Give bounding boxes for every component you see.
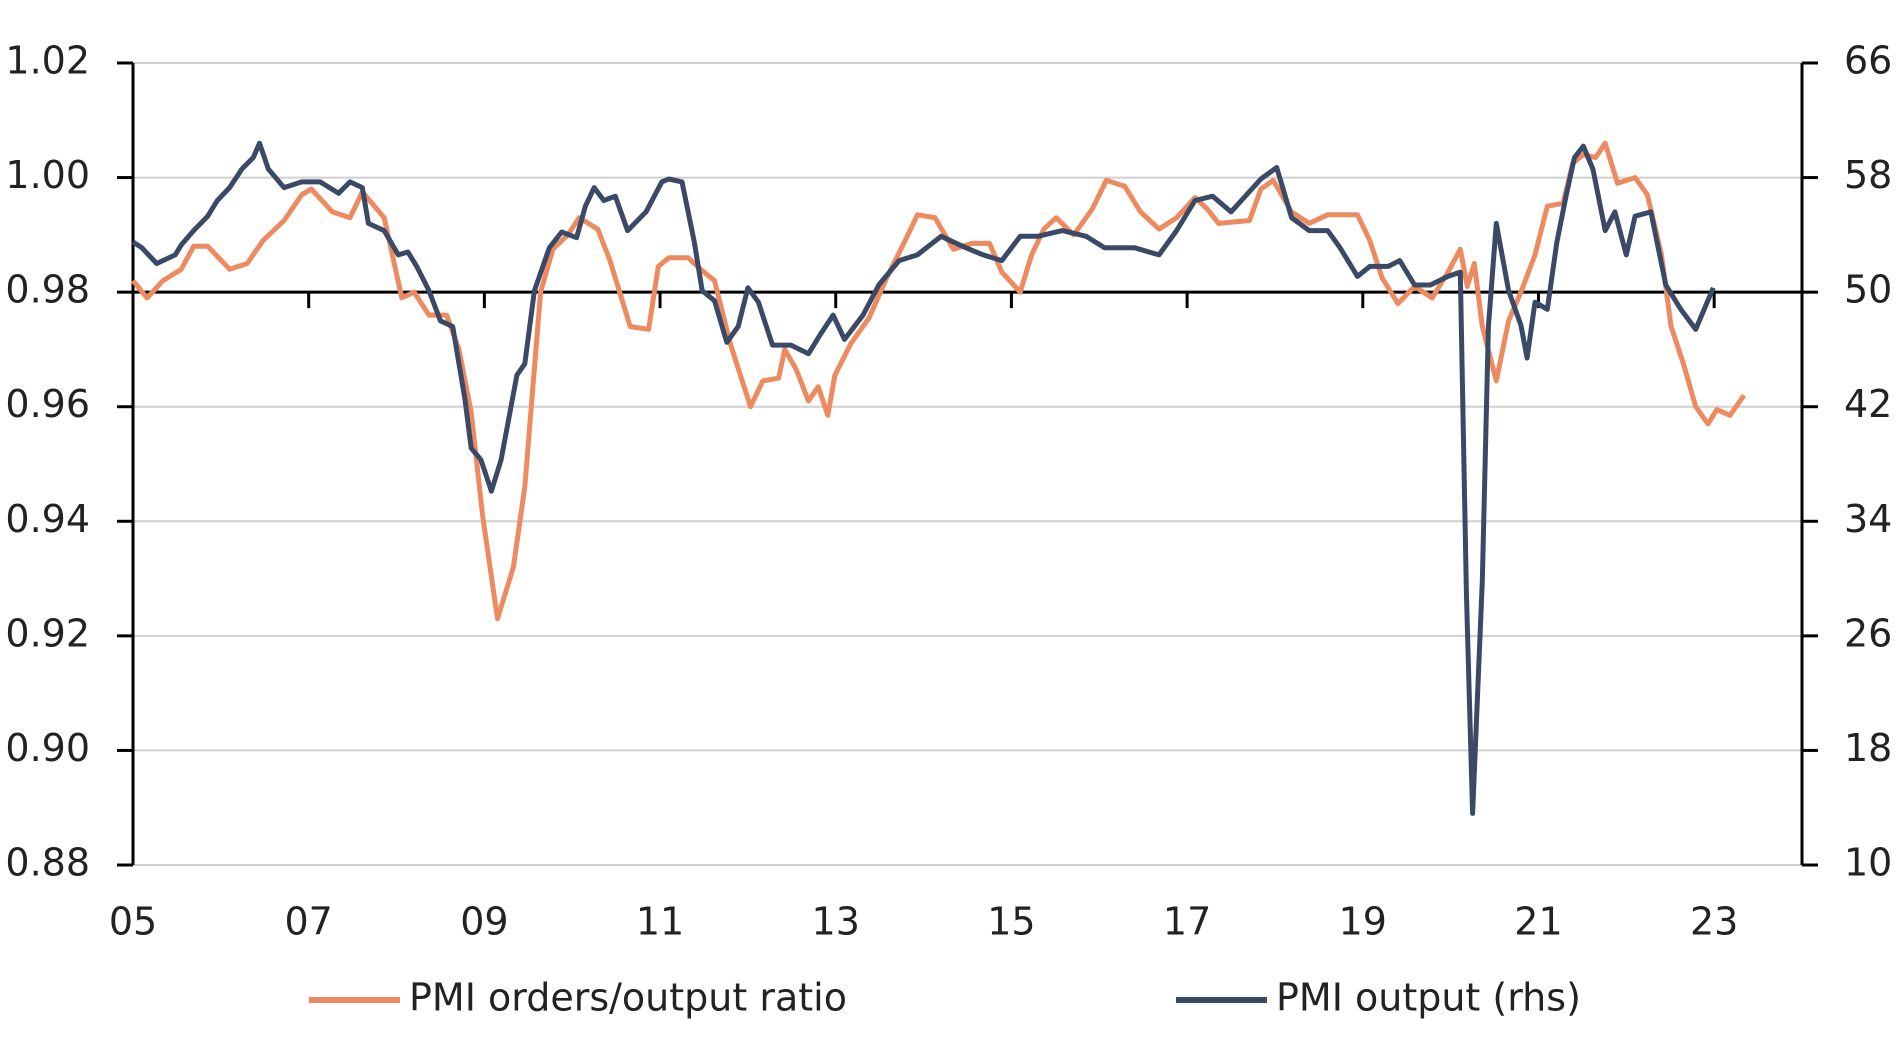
y-tick-label: 0.92: [5, 611, 90, 655]
y-tick-label: 0.94: [5, 497, 90, 541]
x-tick-label: 13: [812, 900, 860, 944]
y2-tick-label: 34: [1844, 497, 1892, 541]
x-tick-label: 15: [987, 900, 1035, 944]
x-tick-label: 11: [636, 900, 684, 944]
y-tick-label: 1.00: [5, 153, 90, 197]
y2-tick-label: 50: [1844, 268, 1892, 312]
y-tick-label: 0.88: [5, 841, 90, 885]
y2-tick-label: 18: [1844, 726, 1892, 770]
legend-label: PMI orders/output ratio: [409, 976, 847, 1020]
x-tick-label: 17: [1163, 900, 1211, 944]
legend-label: PMI output (rhs): [1276, 976, 1581, 1020]
y2-tick-label: 58: [1844, 153, 1892, 197]
x-tick-label: 09: [460, 900, 508, 944]
y2-tick-label: 26: [1844, 611, 1892, 655]
y2-tick-label: 66: [1844, 39, 1892, 83]
x-tick-label: 19: [1339, 900, 1387, 944]
y2-tick-label: 42: [1844, 382, 1892, 426]
y-tick-label: 1.02: [5, 39, 90, 83]
y-tick-label: 0.90: [5, 726, 90, 770]
x-tick-label: 07: [285, 900, 333, 944]
x-tick-label: 23: [1690, 900, 1738, 944]
series-line: [131, 140, 1747, 622]
y-tick-label: 0.98: [5, 268, 90, 312]
x-tick-label: 21: [1514, 900, 1562, 944]
x-tick-label: 05: [109, 900, 157, 944]
series-line: [131, 140, 1716, 816]
y-tick-label: 0.96: [5, 382, 90, 426]
y2-tick-label: 10: [1844, 841, 1892, 885]
